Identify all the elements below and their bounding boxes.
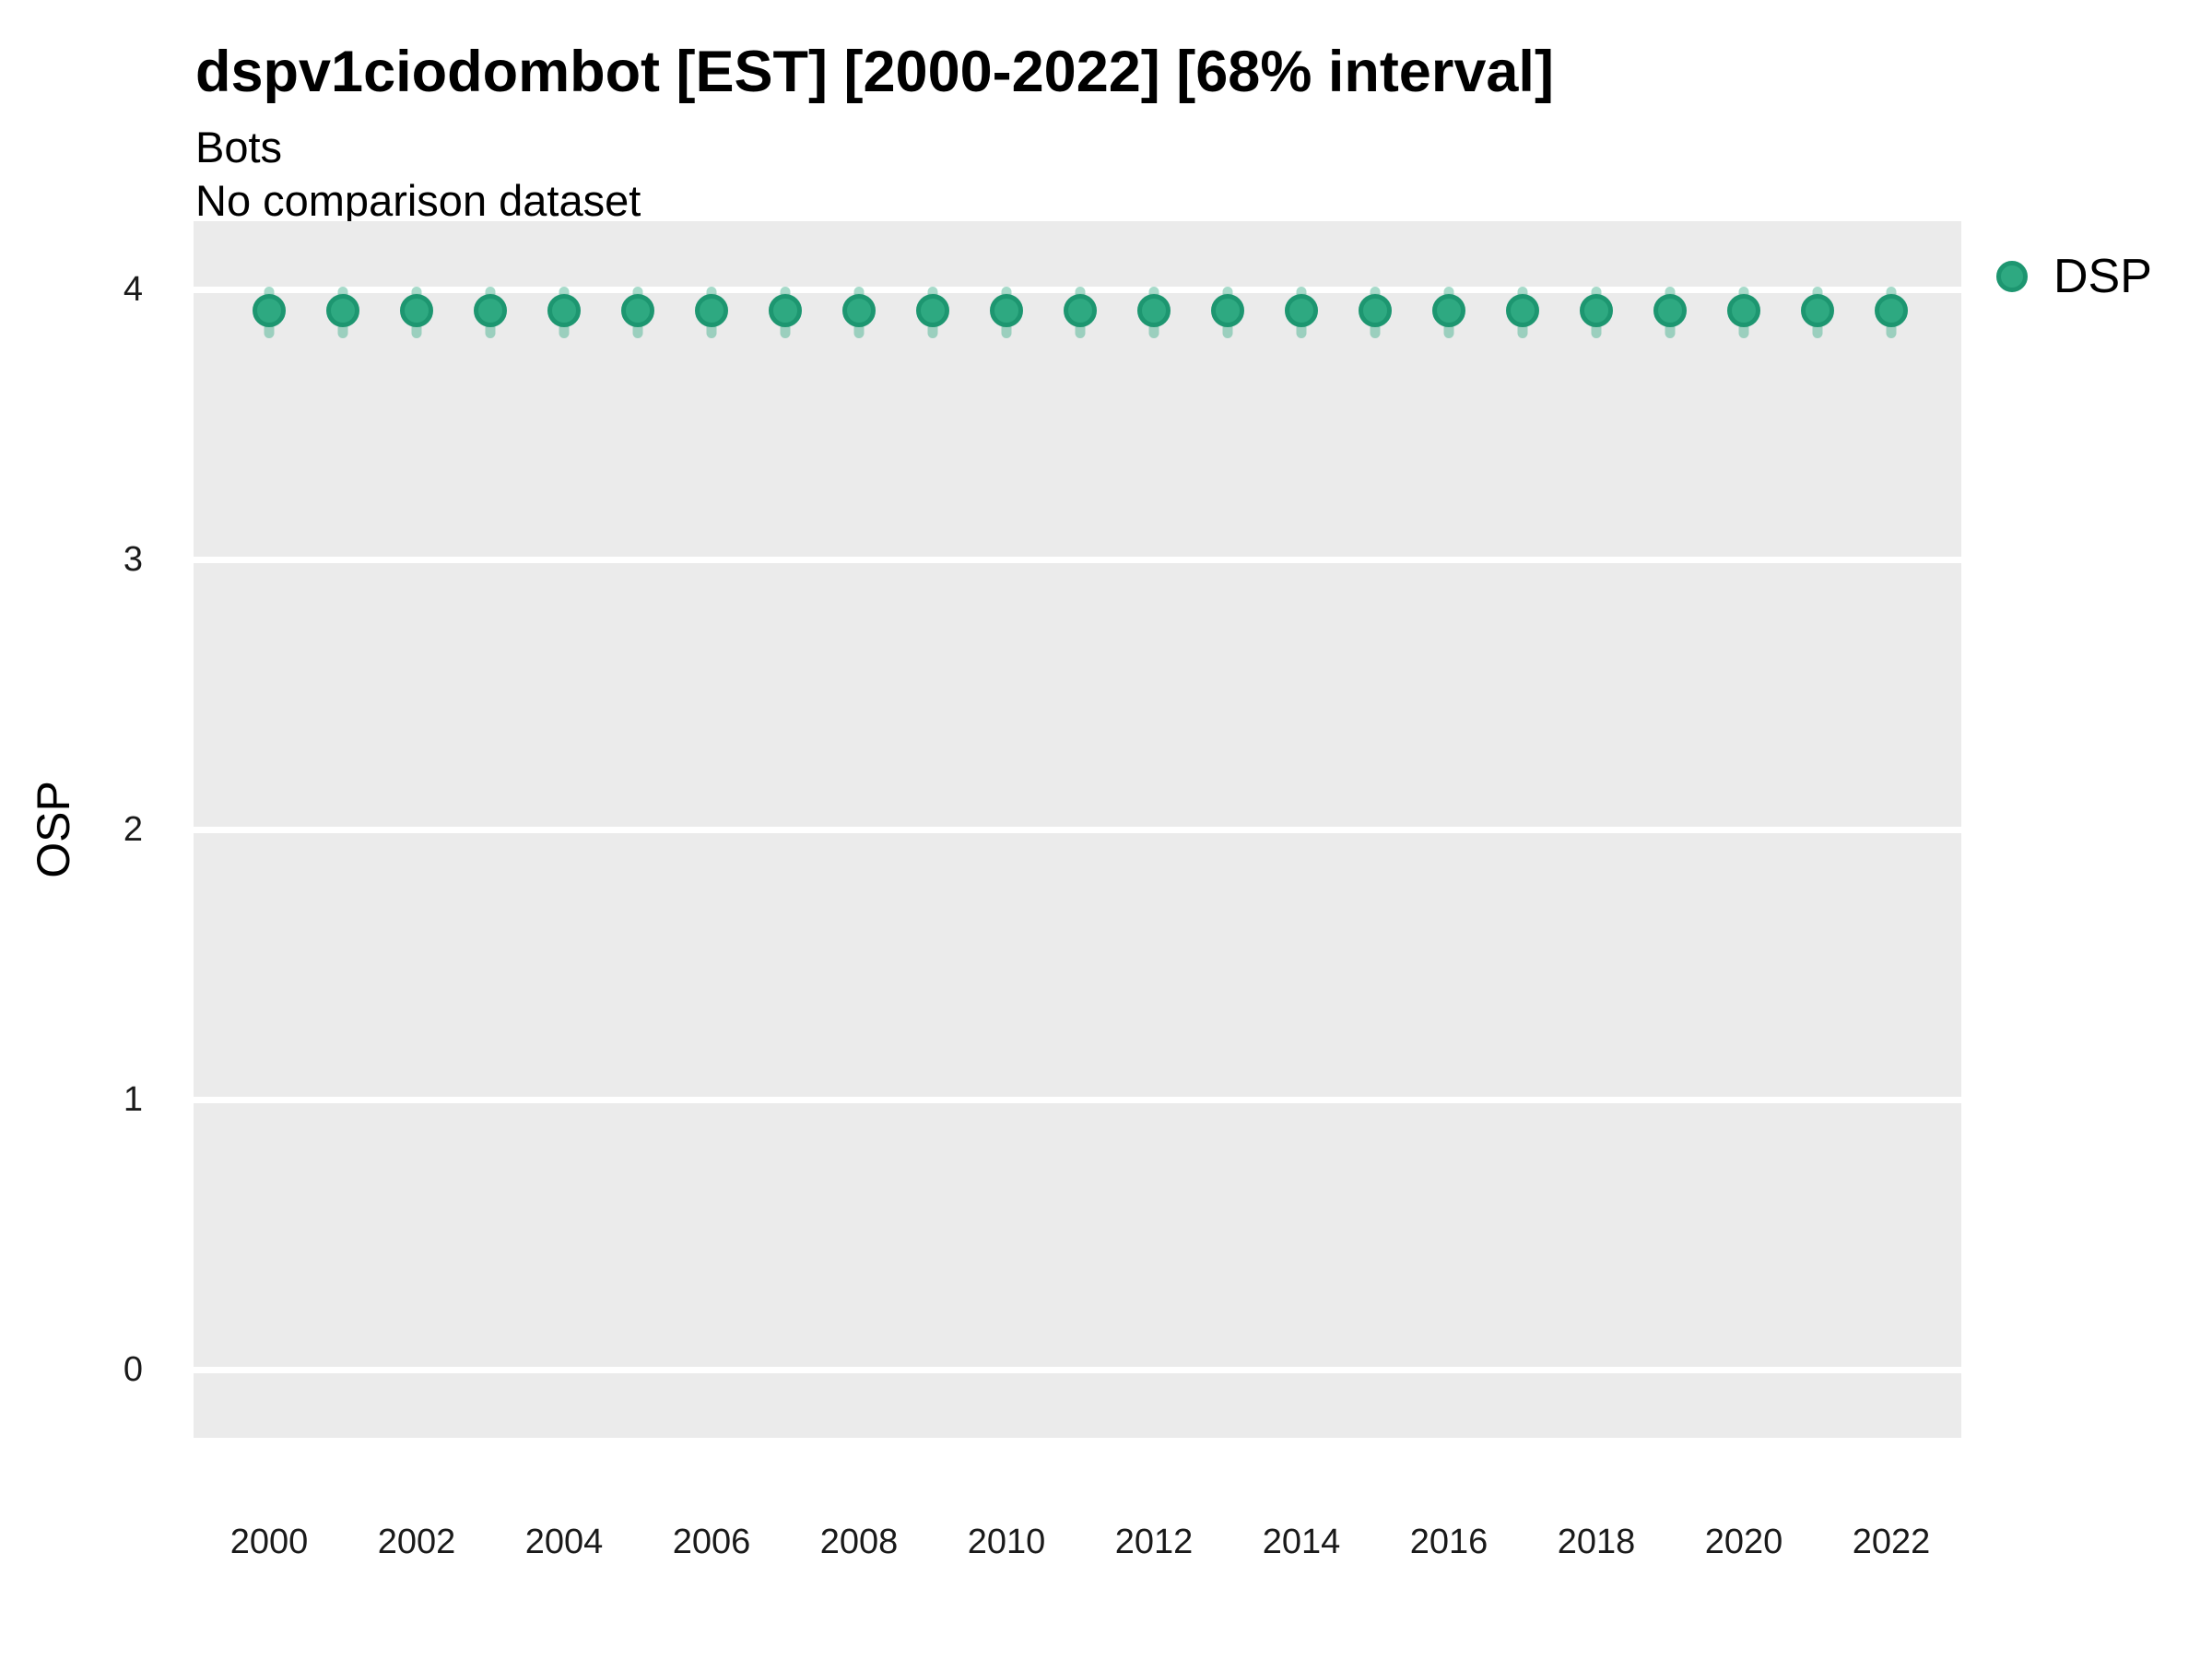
data-point: [1875, 294, 1908, 328]
data-point: [1432, 294, 1465, 328]
data-point: [1064, 294, 1097, 328]
chart-title: dspv1ciodombot [EST] [2000-2022] [68% in…: [195, 40, 1554, 104]
legend-point-icon: [1996, 261, 2028, 292]
x-tick-label: 2004: [524, 1523, 604, 1561]
data-point: [547, 294, 581, 328]
gridline: [194, 1096, 1961, 1103]
y-tick-label: 1: [123, 1080, 143, 1119]
gridline: [194, 1366, 1961, 1373]
x-tick-label: 2018: [1557, 1523, 1636, 1561]
x-tick-label: 2006: [672, 1523, 751, 1561]
data-point: [1137, 294, 1171, 328]
y-tick-label: 3: [123, 540, 143, 579]
x-tick-label: 2012: [1114, 1523, 1194, 1561]
data-point: [1801, 294, 1834, 328]
data-point: [769, 294, 802, 328]
data-point: [990, 294, 1023, 328]
x-tick-label: 2008: [819, 1523, 899, 1561]
y-tick-label: 4: [123, 270, 143, 309]
y-tick-label: 2: [123, 810, 143, 849]
data-point: [916, 294, 949, 328]
data-point: [842, 294, 876, 328]
y-tick-label: 0: [123, 1350, 143, 1389]
gridline: [194, 556, 1961, 563]
data-point: [1506, 294, 1539, 328]
gridline: [194, 286, 1961, 293]
data-point: [1359, 294, 1392, 328]
x-tick-label: 2020: [1704, 1523, 1783, 1561]
x-tick-label: 2000: [229, 1523, 309, 1561]
x-tick-label: 2002: [377, 1523, 456, 1561]
data-point: [1727, 294, 1760, 328]
data-point: [1653, 294, 1687, 328]
x-tick-label: 2014: [1262, 1523, 1341, 1561]
x-tick-label: 2010: [967, 1523, 1046, 1561]
data-point: [621, 294, 654, 328]
data-point: [1211, 294, 1244, 328]
comparison-note: No comparison dataset: [195, 176, 641, 225]
data-point: [1285, 294, 1318, 328]
chart-subtitle: Bots: [195, 123, 283, 171]
data-point: [474, 294, 507, 328]
gridline: [194, 826, 1961, 833]
legend-label: DSP: [2053, 250, 2152, 303]
data-point: [400, 294, 433, 328]
x-tick-label: 2016: [1409, 1523, 1488, 1561]
data-point: [326, 294, 359, 328]
plot-panel: [194, 221, 1961, 1438]
data-point: [695, 294, 728, 328]
x-tick-label: 2022: [1852, 1523, 1931, 1561]
data-point: [253, 294, 286, 328]
data-point: [1580, 294, 1613, 328]
